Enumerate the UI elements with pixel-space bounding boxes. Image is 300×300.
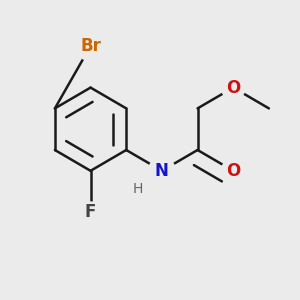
Text: O: O — [226, 162, 240, 180]
Circle shape — [148, 158, 175, 184]
Circle shape — [221, 76, 245, 100]
Circle shape — [76, 31, 105, 61]
Text: O: O — [226, 79, 240, 97]
Circle shape — [131, 181, 146, 196]
Circle shape — [80, 202, 101, 223]
Text: N: N — [155, 162, 169, 180]
Text: Br: Br — [80, 37, 101, 55]
Circle shape — [221, 159, 245, 183]
Text: F: F — [85, 203, 96, 221]
Text: H: H — [133, 182, 143, 196]
